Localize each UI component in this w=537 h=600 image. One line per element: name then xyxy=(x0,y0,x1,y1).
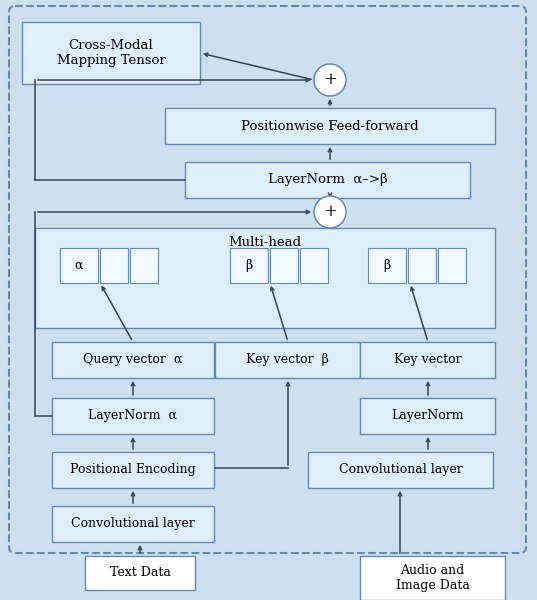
Text: LayerNorm  α–>β: LayerNorm α–>β xyxy=(267,173,387,187)
Bar xyxy=(215,342,360,378)
Text: LayerNorm  α: LayerNorm α xyxy=(89,409,178,422)
Bar xyxy=(35,228,495,328)
Bar xyxy=(22,22,200,84)
Text: Text Data: Text Data xyxy=(110,566,170,580)
Text: +: + xyxy=(323,71,337,88)
Text: Convolutional layer: Convolutional layer xyxy=(339,463,462,476)
Text: Audio and
Image Data: Audio and Image Data xyxy=(396,564,469,592)
Bar xyxy=(408,248,436,283)
FancyBboxPatch shape xyxy=(9,6,526,553)
Bar xyxy=(308,452,493,488)
Text: Key vector: Key vector xyxy=(394,353,461,367)
Bar xyxy=(185,162,470,198)
Text: LayerNorm: LayerNorm xyxy=(391,409,464,422)
Text: Positional Encoding: Positional Encoding xyxy=(70,463,196,476)
Circle shape xyxy=(314,196,346,228)
Bar xyxy=(52,398,214,434)
Text: Query vector  α: Query vector α xyxy=(83,353,183,367)
Text: Cross-Modal
Mapping Tensor: Cross-Modal Mapping Tensor xyxy=(56,39,165,67)
Circle shape xyxy=(314,64,346,96)
Bar xyxy=(85,556,195,590)
Text: α: α xyxy=(75,259,83,272)
Bar xyxy=(52,506,214,542)
Bar xyxy=(438,248,466,283)
Text: Convolutional layer: Convolutional layer xyxy=(71,517,195,530)
Bar xyxy=(100,248,128,283)
Bar xyxy=(52,342,214,378)
Bar xyxy=(230,248,268,283)
Text: Multi-head: Multi-head xyxy=(228,235,302,248)
Text: β: β xyxy=(383,259,390,272)
Bar xyxy=(130,248,158,283)
Bar xyxy=(368,248,406,283)
Bar xyxy=(360,556,505,600)
Bar xyxy=(60,248,98,283)
Bar xyxy=(360,342,495,378)
Bar xyxy=(270,248,298,283)
Bar xyxy=(52,452,214,488)
Text: +: + xyxy=(323,203,337,220)
Text: Positionwise Feed-forward: Positionwise Feed-forward xyxy=(241,119,419,133)
Bar xyxy=(360,398,495,434)
Text: Key vector  β: Key vector β xyxy=(246,353,329,367)
Bar xyxy=(165,108,495,144)
Text: β: β xyxy=(245,259,252,272)
Bar xyxy=(300,248,328,283)
